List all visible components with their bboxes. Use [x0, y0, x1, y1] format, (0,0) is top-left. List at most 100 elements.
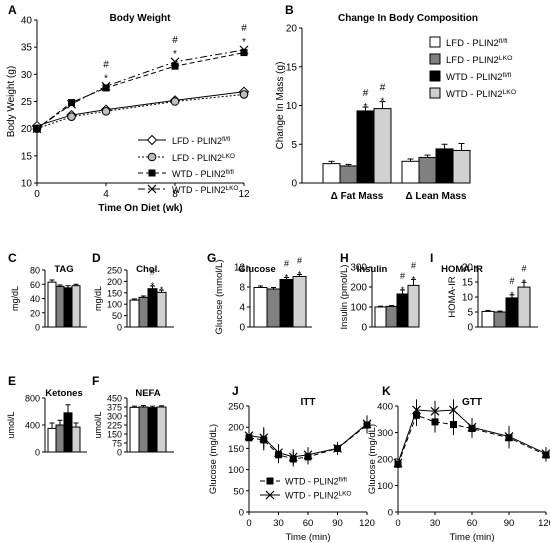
data-point [504, 432, 514, 441]
panel-title: NEFA [135, 388, 160, 399]
significance-mark: * [298, 270, 302, 280]
panel-letter: J [232, 384, 239, 398]
x-tick-label: 0 [246, 518, 251, 529]
y-tick-label: 400 [25, 421, 40, 431]
bar [63, 412, 73, 453]
panel-letter: E [8, 374, 16, 388]
legend-marker [266, 477, 274, 485]
legend-marker [146, 134, 158, 146]
significance-mark: * [364, 102, 368, 113]
y-tick-label: 0 [117, 323, 122, 333]
x-tick-label: 30 [430, 518, 441, 529]
data-point [431, 418, 439, 426]
y-tick-label: 40 [21, 16, 33, 27]
legend-label: WTD - PLIN2LKO [446, 89, 516, 100]
panel-letter: F [92, 374, 99, 388]
x-axis-label: Time (min) [285, 532, 330, 543]
data-point [32, 124, 42, 134]
bar [156, 406, 167, 453]
data-point [303, 450, 313, 460]
y-tick-label: 10 [286, 101, 298, 112]
y-tick-label: 150 [107, 430, 122, 440]
data-point [288, 452, 298, 462]
panel-title: HOMA-IR [441, 264, 483, 275]
data-point [505, 434, 513, 442]
y-tick-label: 100 [107, 300, 122, 310]
x-tick-label: 8 [172, 189, 178, 200]
bar [418, 156, 437, 184]
bar [356, 110, 375, 184]
legend-label: LFD - PLIN2LKO [446, 55, 512, 66]
x-stroke [333, 443, 342, 453]
y-tick-label: 200 [350, 283, 367, 294]
y-tick-label: 0 [239, 323, 245, 334]
y-tick-label: 80 [30, 266, 40, 276]
y-tick-label: 300 [377, 428, 393, 439]
panel-title: TAG [54, 264, 73, 275]
y-tick-label: 0 [35, 448, 40, 458]
legend-label: WTD - PLIN2LKO [172, 185, 238, 195]
x-stroke [239, 45, 249, 55]
y-tick-label: 30 [21, 70, 33, 81]
significance-mark: # [284, 259, 289, 269]
significance-mark: # [172, 35, 178, 46]
significance-mark: # [380, 83, 386, 94]
panel-title: Ketones [45, 388, 82, 399]
y-axis-label: Glucose (mg/dL) [208, 424, 219, 494]
bar [435, 148, 454, 184]
y-tick-label: 250 [107, 266, 122, 276]
panel-title: ITT [301, 397, 316, 408]
significance-mark: * [401, 285, 405, 295]
bar [147, 407, 158, 453]
bar [396, 293, 409, 328]
significance-mark: * [381, 97, 385, 108]
panel-title: Change In Body Composition [338, 13, 478, 24]
data-point [102, 84, 110, 92]
x-stroke [393, 458, 403, 468]
x-tick-label: 60 [467, 518, 478, 529]
bar [517, 286, 531, 328]
x-stroke [412, 405, 421, 415]
category-label: Δ Lean Mass [405, 191, 467, 202]
legend-swatch [429, 87, 441, 99]
data-point [67, 112, 76, 122]
y-tick-label: 0 [35, 323, 40, 333]
data-point [467, 422, 477, 432]
data-point [394, 460, 402, 468]
bar [147, 288, 158, 328]
y-tick-label: 0 [467, 323, 473, 334]
x-stroke [504, 432, 514, 441]
y-tick-label: 200 [228, 423, 244, 434]
data-point [170, 57, 180, 67]
y-axis-label: umol/L [93, 411, 103, 438]
data-point [413, 411, 420, 419]
data-point [541, 449, 550, 459]
x-stroke [274, 448, 283, 458]
bar [138, 406, 149, 453]
y-axis-label: Change In Mass (g) [275, 62, 286, 150]
y-tick-label: 40 [30, 294, 40, 304]
y-tick-label: 200 [377, 455, 393, 466]
y-tick-label: 375 [107, 403, 122, 413]
bar [452, 149, 471, 184]
x-stroke [265, 490, 275, 500]
data-point [333, 443, 342, 453]
significance-mark: # [150, 267, 155, 277]
y-tick-label: 300 [350, 263, 367, 274]
significance-mark: * [151, 281, 155, 291]
y-axis-label: Glucose (mmol/L) [214, 260, 225, 335]
x-stroke [288, 452, 298, 462]
data-point [101, 81, 111, 91]
y-tick-label: 15 [21, 151, 33, 162]
y-tick-label: 5 [291, 140, 297, 151]
y-axis-label: Glucose (mg/dL) [367, 424, 378, 494]
x-tick-label: 60 [303, 518, 314, 529]
legend-marker [147, 184, 157, 194]
x-tick-label: 12 [238, 189, 250, 200]
bar [63, 287, 73, 328]
y-tick-label: 400 [377, 402, 393, 413]
bar [129, 299, 140, 328]
y-tick-label: 10 [21, 179, 33, 190]
data-point [245, 434, 253, 442]
